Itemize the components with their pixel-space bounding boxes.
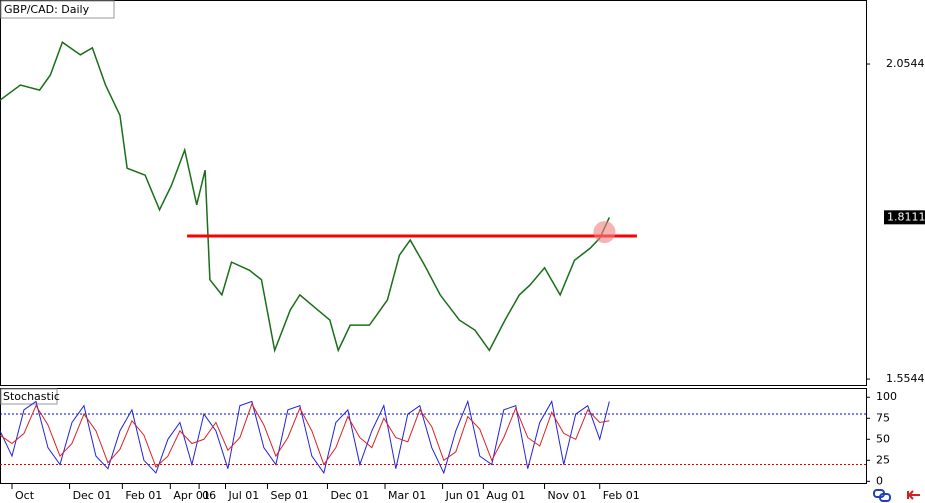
last-price-label: 1.8111	[887, 210, 925, 223]
y-tick-label: 75	[876, 411, 890, 424]
x-tick-label: Dec 01	[73, 489, 112, 502]
y-tick-label: 25	[876, 453, 890, 466]
y-tick-label: 0	[876, 474, 883, 487]
x-tick-label: Mar 01	[388, 489, 426, 502]
x-tick-label: Feb 01	[603, 489, 640, 502]
x-tick-label: Oct	[15, 489, 35, 502]
x-tick-label: Aug 01	[486, 489, 525, 502]
price-panel	[0, 0, 867, 386]
highlight-circle	[593, 221, 616, 244]
x-tick-label: Sep 01	[270, 489, 308, 502]
x-tick-label: Apr 01	[173, 489, 210, 502]
y-tick-label: 1.5544	[886, 372, 925, 385]
stochastic-line	[0, 399, 610, 475]
title-box	[0, 388, 58, 405]
title-box	[0, 0, 115, 19]
y-tick-label: 50	[876, 432, 890, 445]
y-tick-label: 2.0544	[886, 57, 925, 70]
stochastic-line	[0, 402, 610, 468]
y-tick-label: 100	[876, 390, 897, 403]
last-price-box	[884, 210, 925, 225]
panel-title: Stochastic	[3, 390, 60, 403]
x-tick-label: 06	[202, 489, 216, 502]
x-tick-label: Dec 01	[330, 489, 369, 502]
back-icon[interactable]	[907, 490, 920, 500]
x-tick-label: Nov 01	[548, 489, 587, 502]
x-tick-label: Jul 01	[227, 489, 259, 502]
link-icon[interactable]	[879, 493, 891, 502]
price-line	[0, 41, 610, 354]
toolbar-icons[interactable]	[873, 489, 920, 502]
stochastic-panel	[0, 388, 867, 484]
x-tick-label: Feb 01	[125, 489, 162, 502]
x-tick-label: Jun 01	[445, 489, 481, 502]
chart-title: GBP/CAD: Daily	[4, 3, 90, 16]
